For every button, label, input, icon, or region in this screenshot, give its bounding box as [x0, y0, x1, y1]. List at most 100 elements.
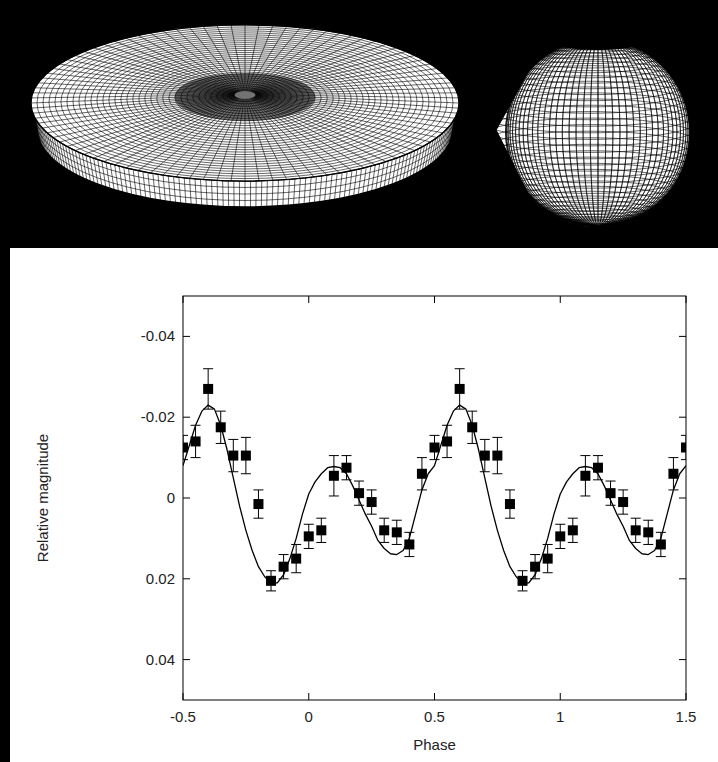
x-tick-top [308, 296, 309, 303]
error-bar-cap [568, 518, 578, 519]
error-bar-cap [354, 505, 364, 506]
error-bar [316, 518, 326, 542]
star-meridian [576, 38, 620, 226]
star-meridian [562, 38, 633, 226]
error-bar-cap [480, 439, 490, 440]
error-bar [379, 518, 389, 542]
data-point [304, 531, 314, 541]
star-meridian [508, 38, 688, 226]
chart-background [10, 248, 718, 762]
error-bar [203, 369, 213, 409]
data-point [316, 525, 326, 535]
error-bar [367, 490, 377, 514]
error-bar-cap [341, 455, 351, 456]
error-bar [492, 437, 502, 473]
star-meridian [532, 38, 663, 226]
data-point [543, 554, 553, 564]
error-bar-cap [430, 435, 440, 436]
x-tick-label: 1 [556, 708, 564, 725]
star-meridian [590, 38, 605, 226]
error-bar-cap [643, 520, 653, 521]
error-bar-cap [467, 443, 477, 444]
data-point [568, 525, 578, 535]
error-bar-cap [492, 473, 502, 474]
error-bar-cap [555, 548, 565, 549]
error-bar-cap [316, 518, 326, 519]
error-bar-cap [555, 524, 565, 525]
y-tick-label: 0.04 [146, 651, 175, 668]
data-point [392, 527, 402, 537]
y-tick-label: -0.04 [141, 327, 175, 344]
error-bar-cap [668, 457, 678, 458]
error-bar-cap [316, 542, 326, 543]
star-meridian [583, 38, 613, 226]
data-point [681, 443, 686, 453]
y-tick-right [679, 578, 686, 579]
error-bar [643, 520, 653, 544]
star-meridian [510, 38, 686, 226]
data-point [518, 576, 528, 586]
error-bar-cap [580, 455, 590, 456]
error-bar-cap [518, 570, 528, 571]
error-bar-cap [543, 572, 553, 573]
star-meridian [549, 38, 646, 226]
y-tick-label: 0 [167, 489, 175, 506]
star-meridian [507, 38, 690, 226]
data-point [253, 499, 263, 509]
error-bar [341, 456, 351, 480]
error-bar-cap [304, 548, 314, 549]
error-bar-cap [492, 437, 502, 438]
model-curve [183, 405, 686, 583]
error-bar [455, 369, 465, 409]
error-bar [555, 524, 565, 548]
models-illustration [31, 25, 702, 227]
error-bar-cap [643, 544, 653, 545]
data-point [241, 451, 251, 461]
y-tick-right [679, 659, 686, 660]
error-bar-cap [253, 518, 263, 519]
error-bar [241, 437, 251, 473]
error-bar-cap [266, 590, 276, 591]
error-bar-cap [367, 514, 377, 515]
error-bar-cap [681, 459, 686, 460]
error-bar-cap [191, 457, 201, 458]
background [0, 0, 718, 762]
plot-area [183, 369, 686, 591]
data-point [505, 499, 515, 509]
error-bar-cap [606, 481, 616, 482]
data-point [631, 525, 641, 535]
error-bar-cap [241, 437, 251, 438]
star-meridian [549, 38, 646, 226]
error-bar [304, 524, 314, 548]
star-meridian [576, 38, 620, 226]
error-bar-cap [681, 435, 686, 436]
star-meridian [506, 38, 690, 226]
error-bar-cap [203, 368, 213, 369]
error-bar-cap [216, 443, 226, 444]
error-bar-cap [266, 570, 276, 571]
data-point [379, 525, 389, 535]
star-pole [558, 38, 638, 50]
error-bar-cap [430, 459, 440, 460]
error-bar [580, 456, 590, 496]
error-bar-cap [518, 590, 528, 591]
y-tick-right [679, 417, 686, 418]
error-bar-cap [241, 473, 251, 474]
error-bar-cap [656, 556, 666, 557]
x-axis-title: Phase [413, 736, 456, 753]
error-bar [631, 518, 641, 542]
error-bar-cap [354, 481, 364, 482]
x-tick [434, 693, 435, 700]
star-meridian [510, 38, 686, 226]
x-tick-top [560, 296, 561, 303]
y-tick-right [679, 498, 686, 499]
y-axis-title: Relative magnitude [34, 434, 51, 562]
data-point [492, 451, 502, 461]
error-bar-cap [543, 544, 553, 545]
error-bar-cap [253, 489, 263, 490]
error-bar-cap [505, 518, 515, 519]
data-point [430, 443, 440, 453]
error-bar [618, 490, 628, 514]
error-bar-cap [467, 411, 477, 412]
error-bar-cap [631, 542, 641, 543]
